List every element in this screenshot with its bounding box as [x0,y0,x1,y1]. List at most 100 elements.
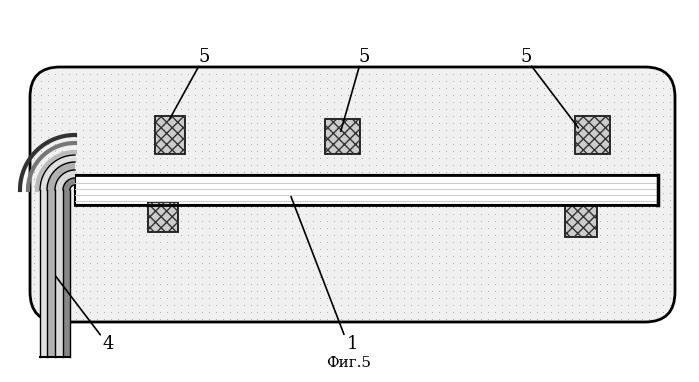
Point [322,287,333,293]
Point [28,175,39,181]
Point [28,99,39,105]
Point [98,295,109,301]
Point [301,84,312,91]
Point [133,147,144,154]
Point [161,183,172,189]
Point [392,70,403,76]
Point [469,196,480,202]
Point [441,210,452,217]
Point [518,162,529,168]
Point [140,105,151,112]
Point [490,287,501,293]
Point [49,204,60,210]
Point [406,162,417,168]
Point [70,78,81,84]
Point [266,141,277,147]
Point [553,238,564,244]
Point [490,141,501,147]
Point [609,141,620,147]
Point [119,84,130,91]
Point [189,99,200,105]
Point [581,78,592,84]
Point [273,133,284,139]
Point [182,204,193,210]
Point [336,183,347,189]
Point [168,120,179,126]
Point [588,301,599,308]
Point [504,99,515,105]
Point [616,91,627,97]
Point [217,175,228,181]
Point [553,225,564,231]
Point [273,295,284,301]
Point [35,168,46,175]
Point [63,154,74,160]
Point [441,120,452,126]
Point [336,246,347,252]
Point [462,112,473,118]
Point [525,259,536,265]
Point [497,133,508,139]
Point [553,246,564,252]
Point [609,126,620,133]
Point [70,316,81,322]
Bar [63,190,70,357]
Point [336,168,347,175]
Point [196,287,207,293]
Point [196,141,207,147]
Point [658,147,669,154]
Point [630,78,641,84]
Point [406,175,417,181]
Point [217,141,228,147]
Point [56,225,67,231]
Point [385,217,396,223]
Point [126,210,137,217]
Point [112,126,123,133]
Point [42,154,53,160]
Point [595,78,606,84]
Point [126,287,137,293]
Point [504,126,515,133]
Point [413,162,424,168]
Point [224,225,235,231]
Point [651,225,662,231]
Point [567,147,578,154]
Point [581,295,592,301]
Point [567,91,578,97]
Point [217,168,228,175]
Point [70,112,81,118]
Point [301,162,312,168]
Point [574,246,585,252]
Point [70,266,81,272]
Point [455,120,466,126]
Point [210,126,221,133]
Point [567,253,578,259]
Point [532,266,543,272]
Point [140,225,151,231]
Point [539,189,550,196]
Point [609,316,620,322]
Point [434,112,445,118]
Point [287,78,298,84]
Point [546,175,557,181]
Point [238,99,249,105]
Point [392,231,403,238]
Point [630,274,641,280]
Point [322,295,333,301]
Point [602,168,613,175]
Point [357,120,368,126]
Point [294,287,305,293]
Point [154,147,165,154]
Point [476,280,487,286]
Point [448,308,459,314]
Point [623,295,634,301]
Point [154,316,165,322]
Point [203,84,214,91]
Point [406,70,417,76]
Point [175,204,186,210]
Point [245,168,256,175]
Point [504,217,515,223]
Point [378,225,389,231]
Point [525,225,536,231]
Point [406,126,417,133]
